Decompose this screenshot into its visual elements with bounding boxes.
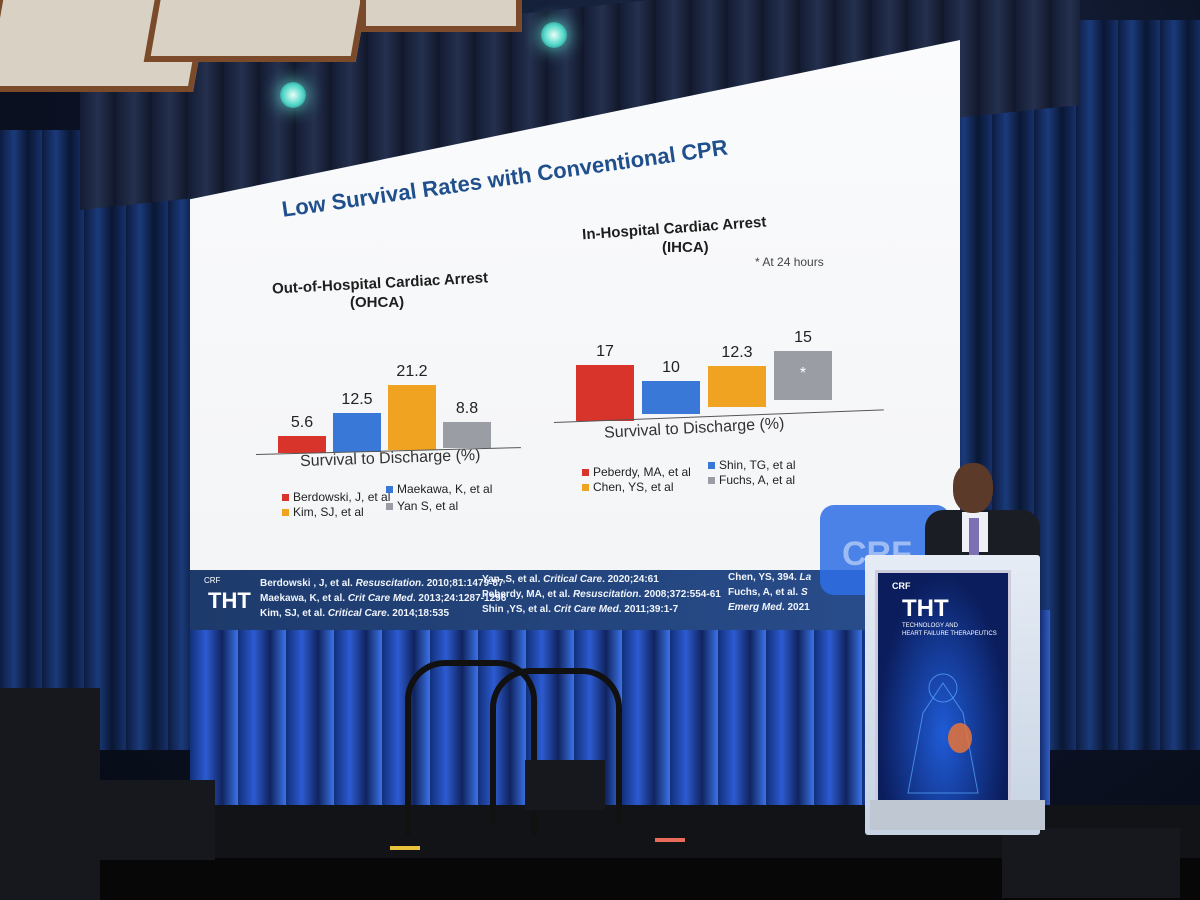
podium-tagline: HEART FAILURE THERAPEUTICS — [902, 631, 997, 637]
ohca-bar-value-label: 5.6 — [290, 413, 314, 431]
legend-label: Chen, YS, et al — [593, 480, 674, 494]
stage-monitor — [1002, 828, 1180, 898]
stage-step — [525, 760, 605, 810]
ceiling-panel — [360, 0, 522, 32]
reference-line: Fuchs, A, et al. S — [728, 587, 808, 598]
heart-wireframe-graphic — [907, 673, 979, 794]
legend-label: Peberdy, MA, et al — [593, 465, 691, 479]
legend-swatch — [582, 469, 589, 476]
draped-table — [0, 688, 100, 900]
stage-spotlight — [541, 22, 567, 48]
av-table — [95, 780, 215, 860]
tht-logo: THT — [208, 588, 251, 613]
ihca-bar-value-label: 10 — [662, 359, 680, 376]
crf-logo-small: CRF — [204, 576, 221, 585]
ohca-bar — [388, 385, 436, 450]
ihca-footnote: * At 24 hours — [755, 255, 824, 269]
reference-line: Berdowski , J, et al. Resuscitation. 201… — [260, 578, 504, 589]
stage-spotlight — [280, 82, 306, 108]
ihca-bar-marker: * — [799, 365, 807, 383]
ihca-bar-value-label: 15 — [794, 328, 812, 346]
ohca-bar-value-label: 21.2 — [396, 363, 428, 381]
legend-swatch — [282, 509, 289, 516]
ihca-bar — [708, 366, 766, 407]
reference-line: Maekawa, K, et al. Crit Care Med. 2013;2… — [260, 593, 507, 604]
legend-label: Shin, TG, et al — [719, 458, 796, 472]
legend-swatch — [708, 477, 715, 484]
stage-tape-mark — [390, 846, 420, 850]
ihca-bar — [774, 350, 832, 400]
legend-swatch — [708, 462, 715, 469]
ohca-heading-abbr: (OHCA) — [350, 294, 405, 311]
reference-line: Kim, SJ, et al. Critical Care. 2014;18:5… — [260, 608, 450, 619]
ihca-bar-value-label: 17 — [596, 342, 614, 360]
podium-base — [870, 800, 1045, 830]
legend-swatch — [282, 494, 289, 501]
speaker-tie — [969, 518, 979, 556]
ihca-bar-value-label: 12.3 — [721, 344, 753, 362]
reference-line: Peberdy, MA, et al. Resuscitation. 2008;… — [482, 589, 721, 600]
ohca-bar-value-label: 8.8 — [455, 399, 479, 417]
reference-line: Shin ,YS, et al. Crit Care Med. 2011;39:… — [482, 604, 679, 615]
ihca-bar — [576, 364, 634, 421]
ohca-bar-value-label: 12.5 — [341, 391, 373, 409]
legend-label: Maekawa, K, et al — [397, 482, 493, 496]
reference-line: Chen, YS, 394. La — [728, 572, 812, 583]
ihca-legend-item: Peberdy, MA, et al — [582, 465, 691, 479]
podium-crf-logo: CRF — [892, 581, 911, 591]
ceiling-panel — [143, 0, 369, 62]
reference-line: Yan ,S, et al. Critical Care. 2020;24:61 — [482, 574, 659, 585]
ohca-legend-item: Maekawa, K, et al — [386, 482, 492, 496]
ohca-bar — [443, 421, 491, 449]
speaker-head — [953, 463, 993, 513]
legend-label: Kim, SJ, et al — [293, 505, 364, 519]
ohca-bar — [278, 435, 326, 453]
ihca-legend-item: Shin, TG, et al — [708, 458, 795, 472]
ihca-legend-item: Fuchs, A, et al — [708, 473, 795, 487]
podium-tagline: TECHNOLOGY AND — [902, 623, 958, 629]
ihca-legend-item: Chen, YS, et al — [582, 480, 674, 494]
podium-tht-logo: THT — [902, 595, 949, 622]
ohca-legend-item: Yan S, et al — [386, 499, 458, 513]
ihca-bar — [642, 381, 700, 414]
legend-label: Berdowski, J, et al — [293, 490, 391, 504]
legend-swatch — [386, 503, 393, 510]
legend-label: Yan S, et al — [397, 499, 459, 513]
ohca-bar — [333, 413, 381, 452]
podium-display-panel: CRF THT TECHNOLOGY AND HEART FAILURE THE… — [875, 570, 1011, 806]
left-curtain — [0, 130, 200, 750]
ihca-heading-abbr: (IHCA) — [662, 239, 709, 256]
stage-tape-mark — [655, 838, 685, 842]
stair-handrail — [405, 660, 537, 836]
ohca-legend-item: Kim, SJ, et al — [282, 505, 364, 519]
legend-label: Fuchs, A, et al — [719, 473, 796, 487]
legend-swatch — [386, 486, 393, 493]
ceiling-panels — [0, 0, 522, 110]
ohca-legend-item: Berdowski, J, et al — [282, 490, 390, 504]
reference-line: Emerg Med. 2021 — [728, 602, 810, 613]
stair-handrail — [490, 668, 622, 824]
legend-swatch — [582, 484, 589, 491]
